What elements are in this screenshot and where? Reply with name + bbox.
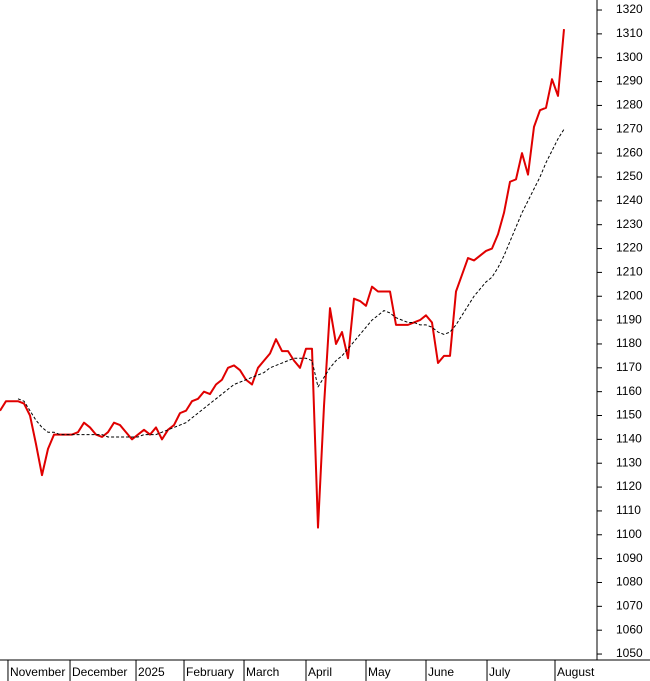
y-tick-label: 1280 [616, 98, 643, 112]
y-tick-label: 1210 [616, 265, 643, 279]
y-tick-label: 1260 [616, 145, 643, 159]
series-line [17, 129, 565, 438]
y-tick-label: 1140 [616, 432, 642, 446]
x-tick-label: December [72, 665, 127, 679]
y-tick-label: 1100 [616, 527, 642, 541]
x-tick-label: April [308, 665, 332, 679]
y-tick-label: 1120 [616, 479, 642, 493]
x-tick-label: May [368, 665, 391, 679]
x-tick-label: June [428, 665, 454, 679]
y-tick-label: 1320 [616, 2, 643, 16]
y-tick-label: 1200 [616, 288, 643, 302]
y-tick-label: 1170 [616, 360, 642, 374]
series-line [0, 29, 565, 529]
y-tick-label: 1270 [616, 121, 643, 135]
y-tick-label: 1180 [616, 336, 642, 350]
y-tick-label: 1250 [616, 169, 643, 183]
y-tick-label: 1130 [616, 455, 642, 469]
y-tick-label: 1080 [616, 575, 643, 589]
y-tick-label: 1160 [616, 384, 642, 398]
x-tick-label: November [10, 665, 65, 679]
y-tick-label: 1240 [616, 193, 643, 207]
x-tick-label: July [489, 665, 510, 679]
y-tick-label: 1150 [616, 408, 642, 422]
y-tick-label: 1050 [616, 646, 643, 660]
x-tick-label: August [557, 665, 595, 679]
y-tick-label: 1230 [616, 217, 643, 231]
x-tick-label: March [246, 665, 279, 679]
y-tick-label: 1070 [616, 599, 643, 613]
y-tick-label: 1110 [616, 503, 641, 517]
y-tick-label: 1090 [616, 551, 643, 565]
y-tick-label: 1310 [616, 26, 643, 40]
y-tick-label: 1060 [616, 622, 643, 636]
y-tick-label: 1300 [616, 50, 643, 64]
x-tick-label: February [186, 665, 234, 679]
y-tick-label: 1190 [616, 312, 642, 326]
y-tick-label: 1290 [616, 74, 643, 88]
x-tick-label: 2025 [138, 665, 165, 679]
y-tick-label: 1220 [616, 241, 643, 255]
